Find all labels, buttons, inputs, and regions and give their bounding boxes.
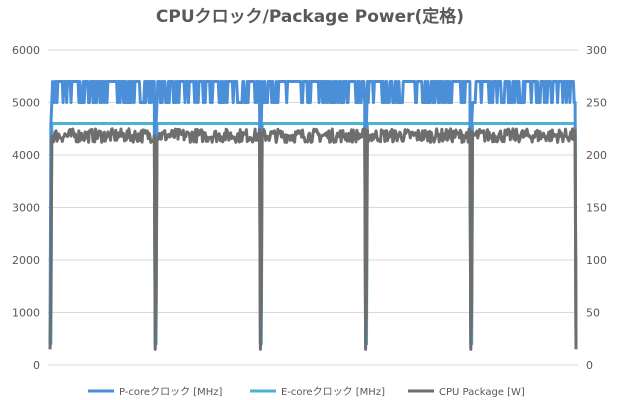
legend-label: E-coreクロック [MHz] bbox=[281, 386, 385, 398]
right-axis: 0 50 100 150 200 250 300 bbox=[586, 44, 607, 372]
left-tick-label: 5000 bbox=[12, 97, 40, 110]
left-tick-label: 1000 bbox=[12, 307, 40, 320]
series-line-1 bbox=[49, 122, 578, 346]
left-tick-label: 6000 bbox=[12, 44, 40, 57]
right-tick-label: 100 bbox=[586, 254, 607, 267]
right-tick-label: 300 bbox=[586, 44, 607, 57]
legend: P-coreクロック [MHz] E-coreクロック [MHz] CPU Pack… bbox=[88, 386, 525, 398]
right-tick-label: 250 bbox=[586, 97, 607, 110]
right-tick-label: 200 bbox=[586, 149, 607, 162]
right-tick-label: 150 bbox=[586, 202, 607, 215]
series-line-0 bbox=[48, 80, 578, 346]
right-tick-label: 50 bbox=[586, 307, 600, 320]
chart-title: CPUクロック/Package Power(定格) bbox=[156, 6, 464, 27]
left-tick-label: 2000 bbox=[12, 254, 40, 267]
legend-label: P-coreクロック [MHz] bbox=[119, 386, 223, 398]
left-tick-label: 3000 bbox=[12, 202, 40, 215]
gridlines bbox=[48, 49, 578, 366]
right-tick-label: 0 bbox=[586, 359, 593, 372]
left-tick-label: 0 bbox=[33, 359, 40, 372]
legend-label: CPU Package [W] bbox=[439, 387, 525, 398]
left-tick-label: 4000 bbox=[12, 149, 40, 162]
left-axis: 0 1000 2000 3000 4000 5000 6000 bbox=[12, 44, 40, 372]
series-line-2 bbox=[48, 127, 578, 351]
series-layer bbox=[48, 80, 578, 351]
